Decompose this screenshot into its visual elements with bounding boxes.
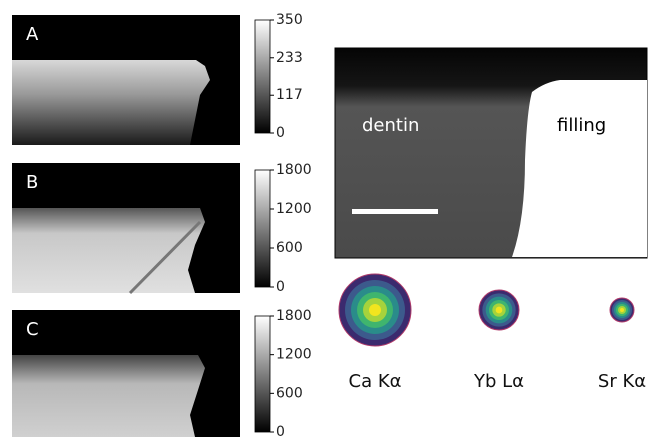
colorbar-tick-label: 1800 <box>276 162 312 178</box>
spot-label: Yb Lα <box>473 371 524 392</box>
colorbar-tick-label: 350 <box>276 12 303 28</box>
colorbar-tick-label: 1800 <box>276 308 312 324</box>
colorbar-tick-label: 233 <box>276 50 303 66</box>
colorbar-tick-label: 0 <box>276 279 285 295</box>
colorbar <box>255 170 270 287</box>
spot-label: Ca Kα <box>349 371 402 392</box>
spot-ring <box>496 307 503 314</box>
colorbar-tick-label: 0 <box>276 125 285 141</box>
figure: A 0 117 233 350 B 0 600 1200 1800 C 0 600 1200 1800 den… <box>0 0 648 437</box>
image-c-band <box>12 355 205 437</box>
colorbar <box>255 316 270 432</box>
scale-bar <box>352 209 438 214</box>
colorbar-tick-label: 1200 <box>276 347 312 363</box>
panel-label: A <box>26 24 39 45</box>
colorbar-tick-label: 117 <box>276 87 303 103</box>
filling-region <box>512 80 647 257</box>
colorbar <box>255 20 270 133</box>
image-b-band <box>12 208 205 293</box>
spot-label: Sr Kα <box>598 371 646 392</box>
panel-label: C <box>26 319 39 340</box>
figure-canvas: A 0 117 233 350 B 0 600 1200 1800 C 0 600 1200 1800 den… <box>0 0 648 437</box>
colorbar-tick-label: 600 <box>276 385 303 401</box>
spot-ring <box>369 304 381 316</box>
micrograph-label: dentin <box>362 115 419 136</box>
spot-ring <box>620 308 624 312</box>
colorbar-tick-label: 600 <box>276 240 303 256</box>
panel-label: B <box>26 172 38 193</box>
image-a-band <box>12 60 210 145</box>
colorbar-tick-label: 1200 <box>276 201 312 217</box>
micrograph-label: filling <box>557 115 606 136</box>
colorbar-tick-label: 0 <box>276 424 285 437</box>
